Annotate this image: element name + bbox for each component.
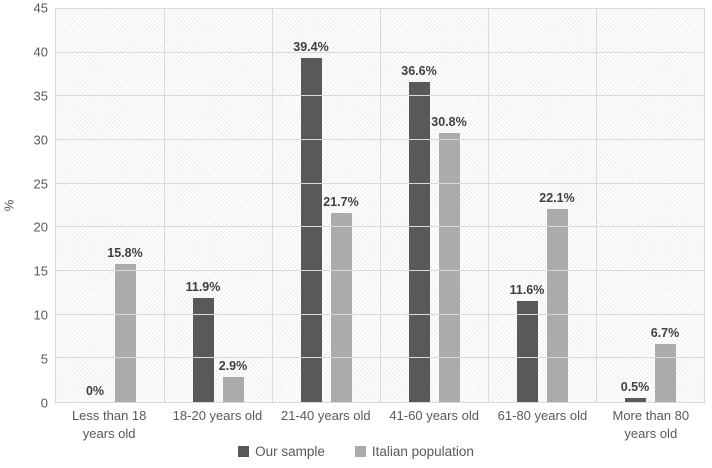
data-label: 30.8% bbox=[431, 115, 467, 130]
legend-swatch-icon bbox=[354, 446, 366, 457]
data-label: 39.4% bbox=[293, 39, 329, 54]
legend-item-our-sample: Our sample bbox=[238, 444, 325, 459]
bar-slot: 21.7% bbox=[323, 9, 359, 402]
bar-group: 11.9% 2.9% bbox=[164, 9, 272, 402]
bar-group: 11.6% 22.1% bbox=[488, 9, 596, 402]
legend-swatch-icon bbox=[238, 446, 250, 457]
gridline-vertical bbox=[164, 9, 165, 402]
data-label: 15.8% bbox=[107, 246, 143, 261]
legend-item-italian-population: Italian population bbox=[354, 444, 474, 459]
bar-groups: 0% 15.8% 11.9% 2.9% 39.4% 21.7% 36.6% 30.8% 11.6… bbox=[56, 9, 704, 402]
bar-slot: 0% bbox=[85, 9, 106, 402]
gridline-vertical bbox=[272, 9, 273, 402]
bar-slot: 22.1% bbox=[539, 9, 575, 402]
y-tick-label: 5 bbox=[40, 351, 48, 367]
bar-italian-population bbox=[546, 209, 568, 402]
x-category-label: 61-80 years old bbox=[497, 408, 588, 423]
bar-italian-population bbox=[654, 343, 676, 402]
data-label: 36.6% bbox=[401, 64, 437, 79]
bar-slot: 30.8% bbox=[431, 9, 467, 402]
bar-our-sample bbox=[300, 57, 322, 402]
bar-our-sample bbox=[516, 300, 538, 402]
bar-italian-population bbox=[330, 212, 352, 402]
bar-slot: 15.8% bbox=[107, 9, 143, 402]
bar-slot: 11.6% bbox=[510, 9, 544, 402]
bar-slot: 39.4% bbox=[293, 9, 329, 402]
bar-group: 36.6% 30.8% bbox=[380, 9, 488, 402]
y-tick-label: 25 bbox=[33, 176, 48, 192]
x-category-label: Less than 18 years old bbox=[71, 408, 147, 441]
plot-area: 0% 15.8% 11.9% 2.9% 39.4% 21.7% 36.6% 30.8% 11.6… bbox=[55, 8, 705, 403]
bar-our-sample bbox=[192, 298, 214, 402]
bar-group: 0% 15.8% bbox=[56, 9, 164, 402]
bar-slot: 2.9% bbox=[219, 9, 247, 402]
data-label: 2.9% bbox=[218, 358, 248, 373]
bar-italian-population bbox=[438, 133, 460, 402]
gridline-vertical bbox=[488, 9, 489, 402]
gridline-vertical bbox=[380, 9, 381, 402]
x-category-label: More than 80 years old bbox=[612, 408, 690, 441]
data-label: 0.5% bbox=[620, 379, 650, 394]
y-tick-label: 10 bbox=[33, 307, 48, 323]
x-category-label: 41-60 years old bbox=[389, 408, 479, 423]
bar-slot: 0.5% bbox=[621, 9, 649, 402]
y-tick-label: 20 bbox=[33, 219, 48, 235]
x-category-label: 21-40 years old bbox=[281, 408, 371, 423]
legend-label: Italian population bbox=[371, 444, 474, 459]
bar-our-sample bbox=[408, 82, 430, 402]
y-tick-label: 45 bbox=[33, 0, 48, 16]
bar-italian-population bbox=[114, 264, 136, 402]
bar-italian-population bbox=[222, 376, 244, 402]
legend-label: Our sample bbox=[255, 444, 325, 459]
data-label: 11.6% bbox=[509, 282, 545, 297]
gridline-vertical bbox=[596, 9, 597, 402]
x-category-label: 18-20 years old bbox=[172, 408, 263, 423]
bar-slot: 36.6% bbox=[401, 9, 437, 402]
y-axis: 0 5 10 15 20 25 30 35 40 45 bbox=[0, 1, 48, 411]
data-label: 6.7% bbox=[650, 325, 680, 340]
data-label: 0% bbox=[85, 384, 105, 398]
y-tick-label: 40 bbox=[33, 44, 48, 60]
bar-group: 39.4% 21.7% bbox=[272, 9, 380, 402]
data-label: 21.7% bbox=[323, 194, 359, 209]
y-tick-label: 35 bbox=[33, 88, 48, 104]
bar-slot: 11.9% bbox=[186, 9, 220, 402]
bar-our-sample bbox=[624, 397, 646, 402]
y-tick-label: 30 bbox=[33, 132, 48, 148]
data-label: 22.1% bbox=[539, 191, 575, 205]
data-label: 11.9% bbox=[185, 280, 221, 295]
bar-group: 0.5% 6.7% bbox=[596, 9, 704, 402]
bar-slot: 6.7% bbox=[651, 9, 679, 402]
y-tick-label: 0 bbox=[40, 395, 48, 411]
legend: Our sample Italian population bbox=[0, 444, 712, 459]
x-axis: Less than 18 years old 18-20 years old 21-… bbox=[55, 407, 705, 442]
y-tick-label: 15 bbox=[33, 263, 48, 279]
